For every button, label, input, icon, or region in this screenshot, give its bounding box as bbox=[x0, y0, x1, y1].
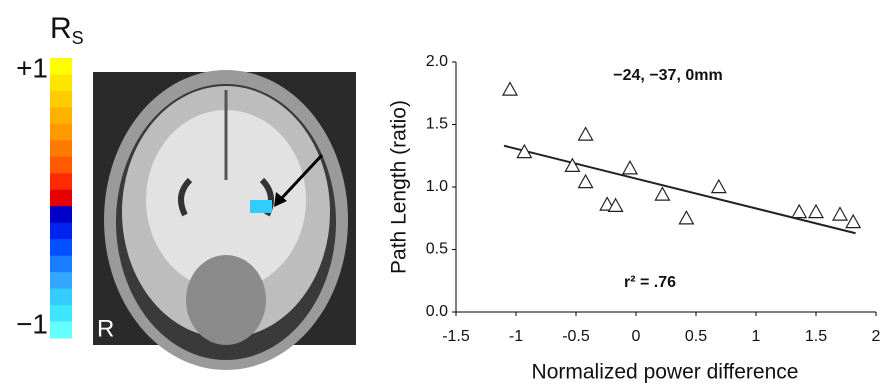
x-tick-label: 0 bbox=[632, 328, 641, 345]
data-point bbox=[846, 215, 860, 228]
data-point bbox=[623, 161, 637, 174]
x-tick-label: -1.5 bbox=[442, 328, 470, 345]
colorbar-segment bbox=[50, 289, 72, 306]
image-label: R bbox=[97, 315, 114, 342]
colorbar-segment bbox=[50, 190, 72, 207]
colorbar-segment bbox=[50, 74, 72, 91]
fit-line bbox=[504, 146, 856, 234]
colorbar-segment bbox=[50, 305, 72, 322]
y-tick-label: 1.5 bbox=[426, 116, 448, 133]
colorbar-segment bbox=[50, 91, 72, 108]
colorbar-segment bbox=[50, 272, 72, 289]
x-tick-label: 1 bbox=[752, 328, 761, 345]
x-axis-title: Normalized power difference bbox=[532, 361, 799, 384]
brain-image: R bbox=[93, 70, 356, 370]
y-axis-title: Path Length (ratio) bbox=[388, 100, 411, 274]
colorbar-segment bbox=[50, 107, 72, 124]
x-tick-label: -1 bbox=[509, 328, 523, 345]
colorbar-segment bbox=[50, 173, 72, 190]
colorbar-segment bbox=[50, 206, 72, 223]
data-point bbox=[792, 205, 806, 218]
r-squared-annotation: r² = .76 bbox=[624, 274, 676, 291]
x-tick-label: 0.5 bbox=[685, 328, 707, 345]
data-point bbox=[503, 83, 517, 96]
colorbar-segment bbox=[50, 140, 72, 157]
colorbar-title-sub: S bbox=[72, 28, 84, 48]
colorbar-segment bbox=[50, 239, 72, 256]
colorbar-segment bbox=[50, 157, 72, 174]
data-point bbox=[579, 128, 593, 141]
x-tick-label: 2 bbox=[872, 328, 881, 345]
x-tick-label: 1.5 bbox=[805, 328, 827, 345]
figure: RS R Normalized power difference Path Le… bbox=[0, 0, 882, 390]
colorbar-segment bbox=[50, 124, 72, 141]
data-point bbox=[712, 180, 726, 193]
colorbar-title-main: R bbox=[50, 12, 72, 45]
data-point bbox=[679, 211, 693, 224]
colorbar-tick-label: −1 bbox=[16, 308, 48, 339]
y-tick-label: 2.0 bbox=[426, 53, 448, 70]
colorbar-segment bbox=[50, 223, 72, 240]
brainstem bbox=[186, 255, 266, 345]
activation-blob bbox=[250, 200, 272, 213]
data-point bbox=[655, 188, 669, 201]
coordinate-annotation: −24, −37, 0mm bbox=[613, 67, 722, 84]
colorbar-segment bbox=[50, 256, 72, 273]
x-tick-label: -0.5 bbox=[562, 328, 590, 345]
data-point bbox=[809, 205, 823, 218]
colorbar-segment bbox=[50, 58, 72, 75]
data-point bbox=[579, 175, 593, 188]
data-point bbox=[833, 208, 847, 221]
colorbar-segment bbox=[50, 322, 72, 339]
colorbar-tick-label: +1 bbox=[16, 52, 48, 83]
y-tick-label: 0.5 bbox=[426, 241, 448, 258]
y-tick-label: 0.0 bbox=[426, 303, 448, 320]
colorbar-title: RS bbox=[50, 12, 84, 48]
y-tick-label: 1.0 bbox=[426, 178, 448, 195]
